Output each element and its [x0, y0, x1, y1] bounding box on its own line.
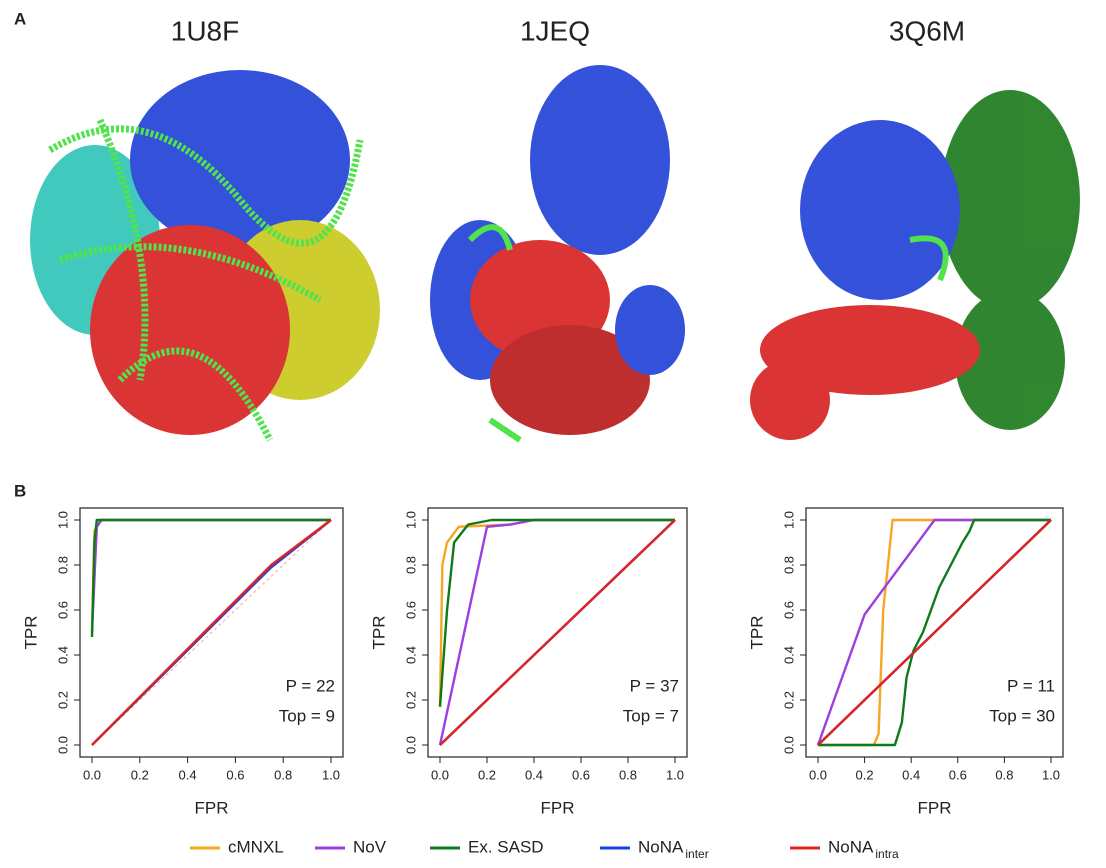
x-axis-label: FPR: [195, 798, 229, 817]
legend-label: NoV: [353, 837, 387, 856]
protein-1u8f: [30, 70, 380, 442]
x-tick-label: 1.0: [322, 767, 340, 782]
legend-subscript: intra: [875, 847, 899, 861]
protein-3q6m: [750, 90, 1080, 440]
y-tick-label: 1.0: [403, 511, 418, 529]
roc-line: [90, 518, 331, 633]
legend: cMNXL NoV Ex. SASD NoNA inter NoNA intra: [190, 837, 899, 861]
y-tick-label: 0.4: [55, 646, 70, 664]
x-tick-label: 0.0: [431, 767, 449, 782]
structure-title: 1JEQ: [520, 15, 590, 46]
roc-line: [439, 519, 676, 746]
x-tick-label: 0.4: [902, 767, 920, 782]
y-tick-label: 1.0: [781, 511, 796, 529]
y-tick-label: 0.0: [403, 736, 418, 754]
y-tick-label: 0.8: [55, 556, 70, 574]
roc-line: [438, 518, 675, 707]
x-axis-label: FPR: [918, 798, 952, 817]
x-tick-label: 0.6: [949, 767, 967, 782]
y-tick-label: 0.8: [403, 556, 418, 574]
roc-line: [91, 519, 332, 746]
x-tick-label: 0.8: [619, 767, 637, 782]
plot-frame: [805, 507, 1064, 758]
plot-frame: [427, 507, 688, 758]
y-tick-label: 0.2: [55, 691, 70, 709]
x-tick-label: 0.2: [478, 767, 496, 782]
protein-1jeq: [430, 65, 685, 443]
x-tick-label: 1.0: [1042, 767, 1060, 782]
x-tick-label: 0.6: [572, 767, 590, 782]
x-tick-label: 0.6: [226, 767, 244, 782]
panel-label: B: [14, 481, 26, 500]
annotation: P = 37: [630, 676, 679, 695]
y-tick-label: 0.4: [781, 646, 796, 664]
y-axis-label: TPR: [369, 616, 388, 650]
y-tick-label: 0.6: [781, 601, 796, 619]
plot-frame: [79, 507, 344, 758]
x-tick-label: 0.8: [995, 767, 1013, 782]
annotation: Top = 30: [989, 706, 1055, 725]
y-tick-label: 1.0: [55, 511, 70, 529]
y-tick-label: 0.0: [55, 736, 70, 754]
y-tick-label: 0.2: [403, 691, 418, 709]
legend-label: Ex. SASD: [468, 837, 544, 856]
annotation: P = 11: [1007, 676, 1055, 695]
x-tick-label: 0.8: [274, 767, 292, 782]
annotation: Top = 9: [279, 706, 335, 725]
y-tick-label: 0.6: [55, 601, 70, 619]
x-axis-label: FPR: [541, 798, 575, 817]
y-tick-label: 0.4: [403, 646, 418, 664]
x-tick-label: 1.0: [666, 767, 684, 782]
y-axis-label: TPR: [21, 616, 40, 650]
y-axis-label: TPR: [747, 616, 766, 650]
structure-title: 3Q6M: [889, 15, 965, 46]
roc-line: [817, 519, 1052, 746]
x-tick-label: 0.2: [131, 767, 149, 782]
roc-line: [90, 518, 331, 638]
roc-line: [818, 518, 1051, 747]
x-tick-label: 0.4: [179, 767, 197, 782]
x-tick-label: 0.4: [525, 767, 543, 782]
legend-subscript: inter: [685, 847, 708, 861]
roc-line: [90, 518, 331, 633]
structure-title: 1U8F: [171, 15, 239, 46]
legend-label: NoNA: [828, 837, 874, 856]
legend-label: cMNXL: [228, 837, 284, 856]
x-tick-label: 0.0: [809, 767, 827, 782]
y-tick-label: 0.8: [781, 556, 796, 574]
x-tick-label: 0.2: [856, 767, 874, 782]
reference-diagonal: [91, 519, 332, 746]
x-tick-label: 0.0: [83, 767, 101, 782]
y-tick-label: 0.6: [403, 601, 418, 619]
y-tick-label: 0.2: [781, 691, 796, 709]
panel-label: A: [14, 9, 26, 28]
y-tick-label: 0.0: [781, 736, 796, 754]
annotation: Top = 7: [623, 706, 679, 725]
legend-label: NoNA: [638, 837, 684, 856]
annotation: P = 22: [286, 676, 335, 695]
